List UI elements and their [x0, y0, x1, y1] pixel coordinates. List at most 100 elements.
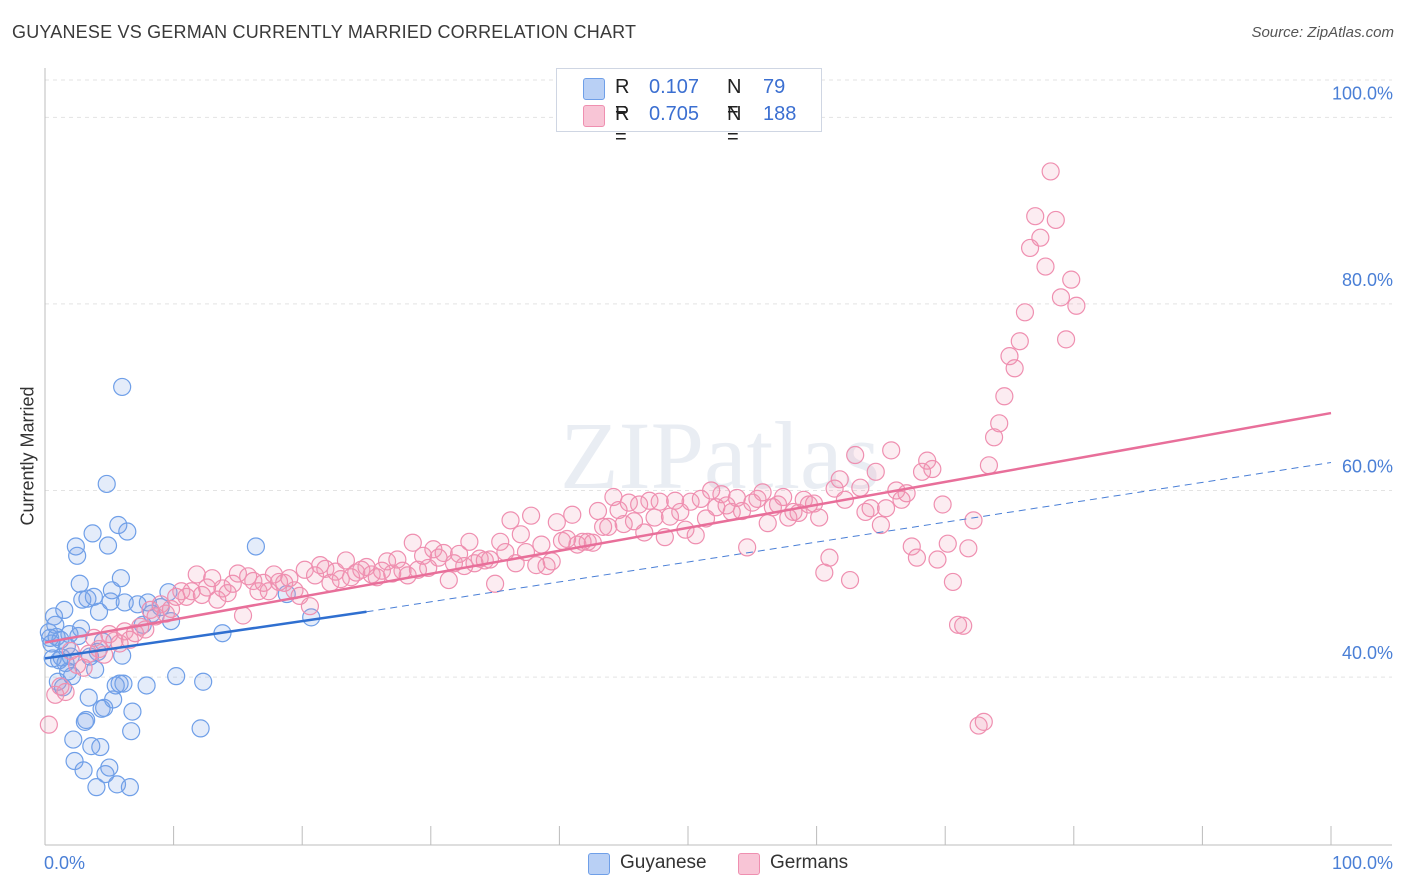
germans-point	[851, 478, 870, 497]
guyanese-point	[77, 710, 96, 730]
germans-point	[51, 677, 70, 696]
guyanese-point	[73, 590, 92, 609]
guyanese-point	[137, 676, 156, 695]
guyanese-point	[66, 537, 85, 556]
germans-point	[1056, 330, 1076, 349]
r-label: R =	[615, 76, 630, 121]
germans-point	[933, 495, 952, 514]
germans-point	[444, 554, 464, 573]
germans-point	[1051, 288, 1071, 307]
guyanese-points	[39, 377, 321, 797]
guyanese-point	[91, 737, 110, 757]
guyanese-point	[113, 377, 132, 397]
germans-point	[1062, 270, 1081, 289]
germans-point	[758, 514, 777, 533]
guyanese-point	[87, 778, 106, 797]
germans-point	[774, 487, 793, 507]
germans-point	[300, 597, 320, 616]
n-label: N =	[727, 103, 742, 148]
germans-point	[352, 560, 371, 579]
germans-point	[151, 595, 170, 614]
n-value-germans: 188	[763, 103, 797, 125]
germans-point	[959, 539, 978, 558]
guyanese-trend-extension	[366, 462, 1332, 613]
germans-point	[439, 570, 458, 590]
germans-point	[372, 561, 392, 580]
n-label: N =	[727, 76, 742, 121]
germans-point	[491, 532, 510, 551]
guyanese-point	[97, 474, 116, 494]
germans-point	[712, 485, 731, 504]
germans-point	[923, 459, 942, 479]
germans-point	[702, 481, 721, 500]
germans-point	[197, 578, 217, 597]
guyanese-legend-swatch	[588, 853, 610, 875]
germans-point	[542, 552, 561, 571]
guyanese-point	[120, 778, 139, 797]
guyanese-point	[55, 600, 74, 620]
guyanese-point	[118, 522, 137, 541]
germans-point	[635, 523, 654, 542]
germans-point	[316, 559, 335, 578]
germans-point	[383, 564, 402, 583]
germans-point	[995, 387, 1014, 406]
guyanese-point	[122, 722, 141, 741]
germans-point	[305, 566, 325, 585]
germans-point	[588, 501, 608, 521]
germans-point	[907, 548, 927, 567]
guyanese-legend-label: Guyanese	[620, 852, 707, 873]
germans-point	[172, 582, 191, 601]
germans-point	[624, 512, 644, 531]
guyanese-point	[78, 589, 97, 608]
germans-point	[599, 517, 618, 536]
germans-point	[218, 584, 237, 603]
germans-point	[645, 508, 664, 527]
germans-point	[1026, 207, 1045, 226]
germans-point	[347, 563, 366, 582]
guyanese-point	[191, 719, 210, 738]
tick-labels: 40.0% 60.0% 80.0% 100.0% 0.0% 100.0%	[44, 83, 1393, 873]
germans-point	[954, 616, 973, 635]
germans-point	[1046, 210, 1065, 230]
germans-point	[511, 525, 530, 544]
germans-point	[388, 550, 407, 569]
germans-point	[336, 551, 356, 570]
germans-point	[943, 572, 963, 592]
x-tick-label-max: 100.0%	[1332, 853, 1393, 873]
germans-point	[609, 500, 628, 520]
germans-point	[882, 441, 901, 460]
guyanese-point	[110, 674, 129, 693]
r-label: R =	[615, 103, 630, 148]
germans-point	[840, 570, 860, 590]
guyanese-point	[100, 758, 119, 777]
germans-point	[964, 511, 983, 530]
germans-point	[1015, 303, 1035, 322]
germans-point	[974, 712, 993, 731]
germans-point	[1031, 228, 1050, 247]
germans-point	[686, 526, 705, 545]
guyanese-trend-line	[44, 610, 367, 660]
germans-point	[1010, 332, 1029, 351]
guyanese-swatch	[583, 78, 605, 100]
chart-title: GUYANESE VS GERMAN CURRENTLY MARRIED COR…	[12, 22, 637, 42]
germans-point	[223, 574, 242, 593]
germans-legend-label: Germans	[770, 852, 849, 873]
germans-point	[830, 470, 849, 489]
germans-points	[39, 162, 1086, 735]
germans-point	[460, 532, 479, 551]
y-tick-label: 40.0%	[1342, 643, 1393, 663]
germans-point	[876, 499, 896, 518]
germans-point	[650, 492, 669, 511]
germans-point	[182, 582, 201, 601]
germans-point	[558, 529, 577, 549]
germans-point	[1067, 296, 1086, 315]
germans-point	[486, 574, 505, 593]
germans-point	[547, 513, 566, 532]
guyanese-point	[74, 761, 93, 780]
guyanese-point	[123, 702, 142, 721]
germans-point	[259, 582, 278, 601]
correlation-legend: R = 0.107 N = 79 R = 0.705 N = 188	[556, 68, 822, 148]
germans-point	[820, 548, 839, 567]
germans-point	[56, 682, 75, 702]
